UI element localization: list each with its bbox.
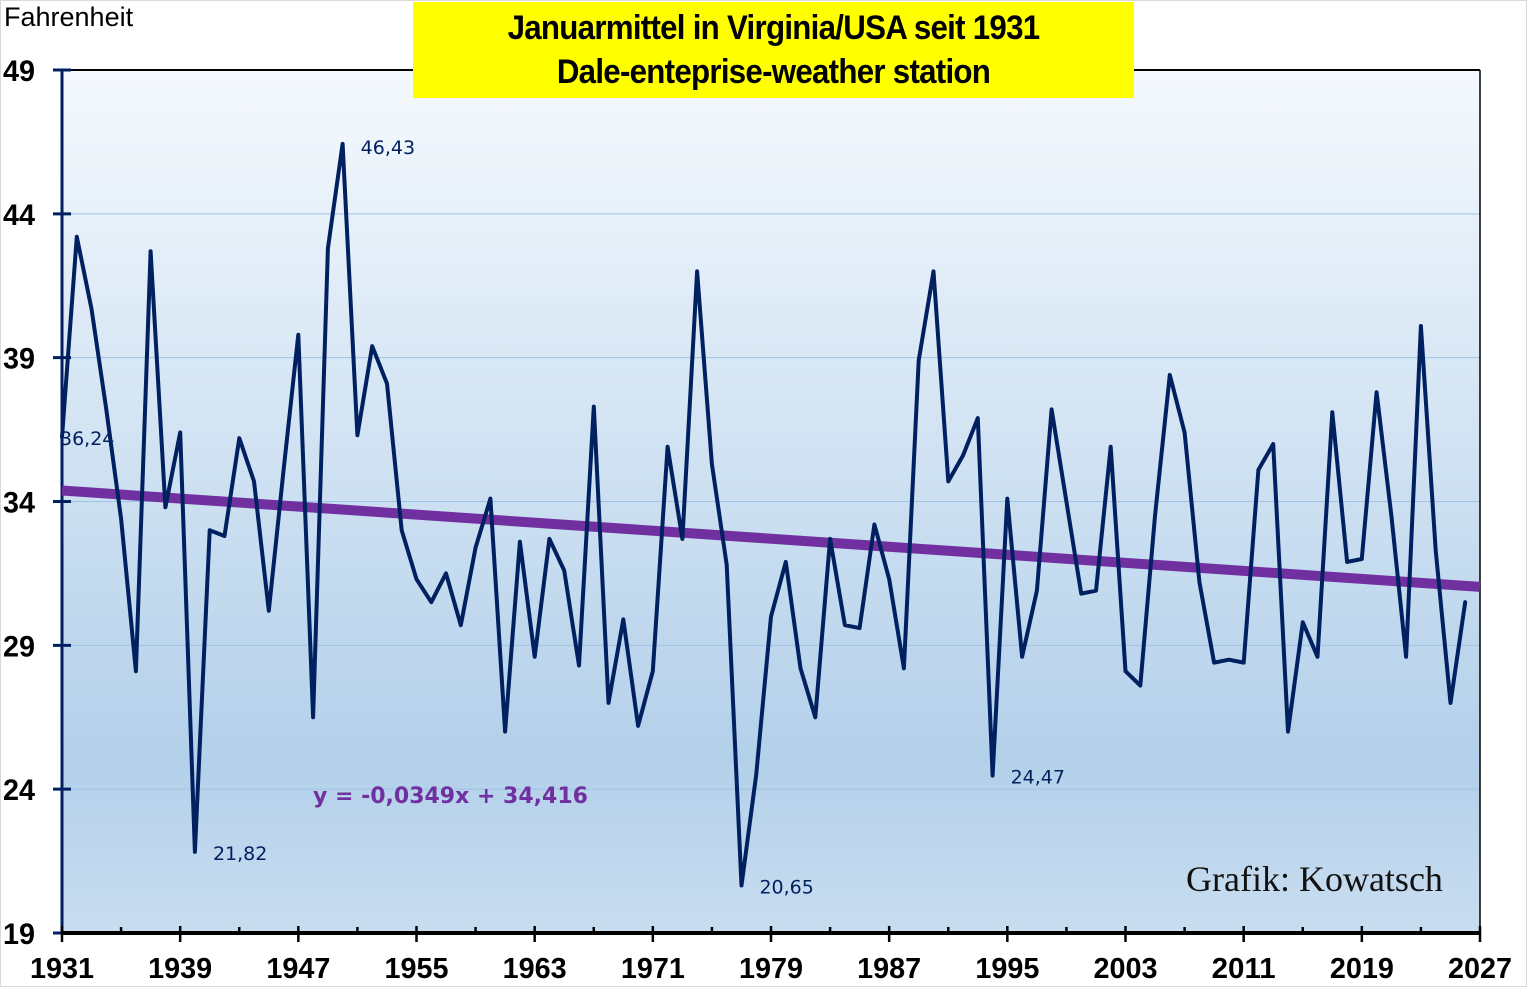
y-tick-label: 34	[3, 487, 35, 520]
series-layer	[60, 141, 1468, 888]
x-tick-label: 2003	[1094, 953, 1158, 985]
trendline-layer	[61, 485, 1481, 592]
x-tick-label: 1995	[975, 953, 1039, 985]
data-label: 24,47	[1011, 767, 1065, 789]
y-tick-label: 39	[3, 343, 35, 376]
x-tick-label: 2011	[1212, 953, 1276, 985]
data-label: 36,24	[60, 428, 114, 450]
x-tick-label: 1947	[266, 953, 330, 985]
x-tick-label: 2027	[1448, 953, 1512, 985]
series-line	[60, 141, 1468, 888]
y-tick-label: 19	[3, 918, 35, 951]
y-tick-label: 44	[3, 199, 35, 232]
chart-subtitle: Dale-enteprise-weather station	[556, 53, 991, 91]
x-tick-label: 1971	[621, 953, 685, 985]
x-tick-label: 1987	[857, 953, 921, 985]
x-tick-label: 1955	[385, 953, 449, 985]
x-tick-label: 2019	[1330, 953, 1394, 985]
trendline-equation: y = -0,0349x + 34,416	[313, 784, 588, 809]
chart-title-box: Januarmittel in Virginia/USA seit 1931 D…	[413, 2, 1134, 98]
x-tick-label: 1939	[148, 953, 212, 985]
x-tick-label: 1931	[30, 953, 94, 985]
data-label: 20,65	[759, 877, 813, 899]
data-label: 21,82	[213, 843, 267, 865]
y-tick-label: 24	[3, 774, 35, 807]
y-axis-unit-label: Fahrenheit	[4, 2, 134, 32]
axes: 19 24 29 34 39 44 49 1931 1939 1947 1955 1963 1971 19…	[3, 55, 1512, 985]
graphic-credit: Grafik: Kowatsch	[1186, 859, 1443, 899]
y-tick-label: 29	[3, 630, 35, 663]
chart-title: Januarmittel in Virginia/USA seit 1931	[507, 9, 1041, 47]
x-tick-label: 1963	[503, 953, 567, 985]
data-labels: 36,24 21,82 46,43 20,65 24,47	[60, 137, 1065, 899]
x-tick-label: 1979	[739, 953, 803, 985]
data-label: 46,43	[361, 137, 415, 159]
trendline	[61, 485, 1481, 592]
y-tick-label: 49	[3, 55, 35, 88]
